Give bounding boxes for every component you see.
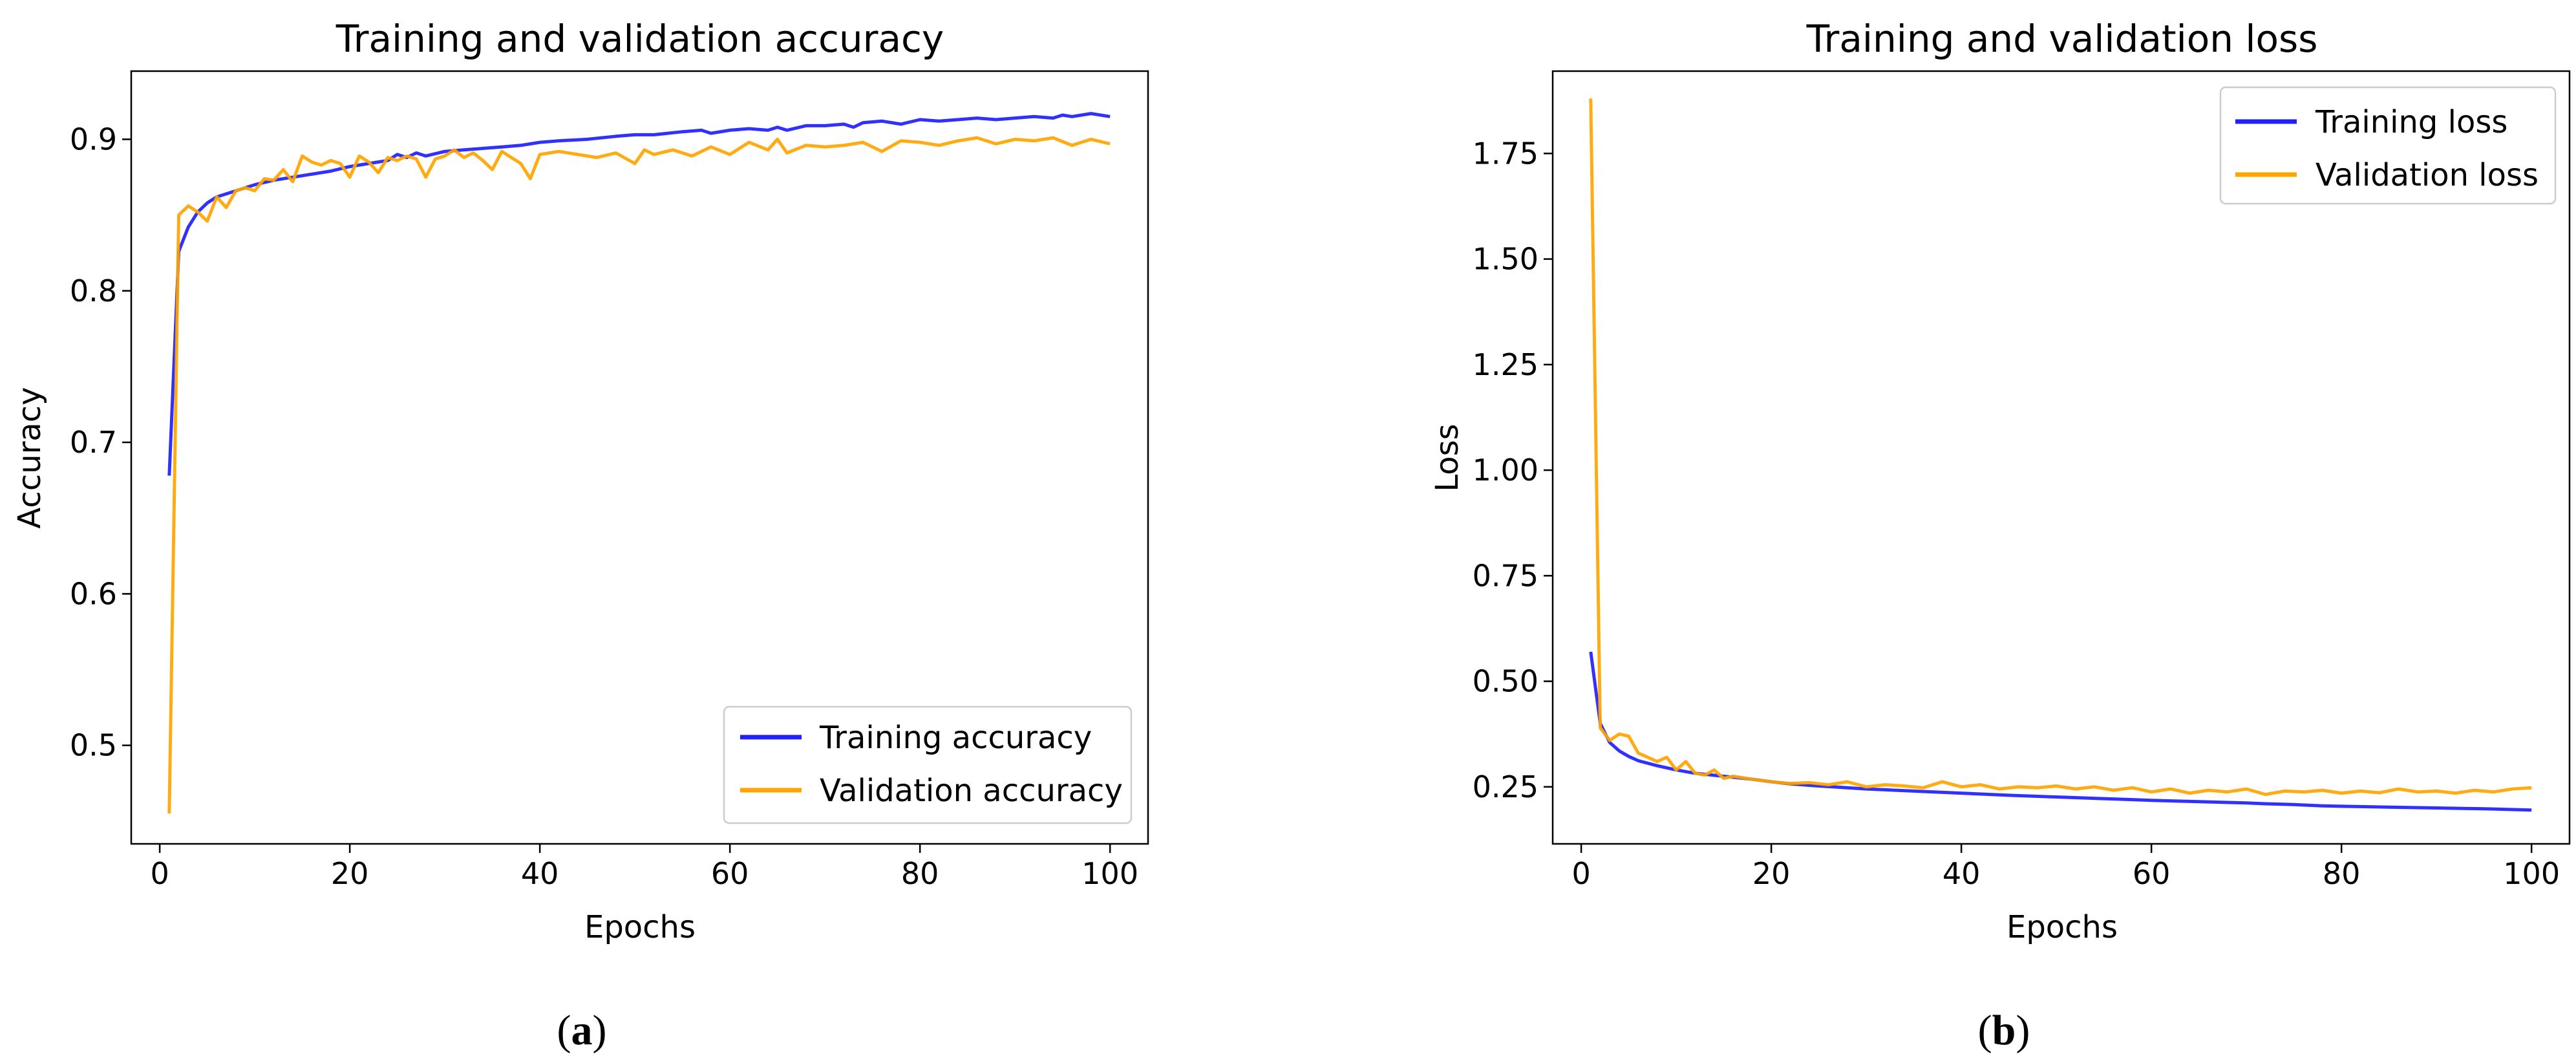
x-tick-label: 100 (2503, 856, 2560, 891)
plot-area-frame (130, 70, 1149, 845)
loss-chart-panel: Training and validation loss 0 20 40 60 80 10… (1429, 17, 2571, 1054)
x-tick-label: 60 (2133, 856, 2171, 891)
x-axis-ticks: 0 20 40 60 80 100 (150, 844, 1138, 891)
validation-series-line (1589, 98, 2532, 797)
y-tick-label: 1.25 (1473, 347, 1538, 382)
legend-box (723, 705, 1133, 824)
panel-caption: (a) (557, 1007, 607, 1054)
plot-area-frame (1551, 70, 2571, 845)
x-tick-label: 40 (521, 856, 559, 891)
caption-letter: b (1992, 1007, 2016, 1054)
validation-series-line (167, 136, 1111, 814)
y-tick-label: 0.75 (1473, 558, 1538, 593)
series-lines (167, 112, 1111, 814)
x-tick-label: 40 (1943, 856, 1981, 891)
caption-open-paren: ( (1978, 1007, 1992, 1054)
y-tick-label: 1.75 (1473, 136, 1538, 171)
training-series-line (167, 112, 1111, 476)
legend: Training loss Validation loss (2219, 86, 2557, 205)
legend-label-training: Training loss (2315, 104, 2507, 140)
y-tick-label: 0.6 (70, 576, 117, 611)
caption-close-paren: ) (593, 1007, 607, 1054)
panel-caption: (b) (1978, 1007, 2030, 1054)
x-tick-label: 60 (711, 856, 749, 891)
x-axis-label: Epochs (584, 909, 696, 945)
x-tick-label: 0 (1571, 856, 1590, 891)
y-tick-label: 0.9 (70, 122, 117, 156)
x-tick-label: 20 (331, 856, 369, 891)
y-tick-label: 0.5 (70, 728, 117, 763)
caption-close-paren: ) (2016, 1007, 2030, 1054)
y-tick-label: 1.50 (1473, 242, 1538, 277)
x-tick-label: 80 (901, 856, 939, 891)
y-tick-label: 0.7 (70, 425, 117, 460)
x-tick-label: 100 (1081, 856, 1138, 891)
chart-title: Training and validation loss (1806, 17, 2318, 61)
series-lines (1589, 98, 2532, 812)
legend: Training accuracy Validation accuracy (723, 705, 1133, 824)
legend-label-validation: Validation loss (2315, 157, 2539, 193)
y-axis-ticks: 0.25 0.50 0.75 1.00 1.25 1.50 1.75 (1473, 136, 1553, 804)
y-axis-label: Loss (1429, 424, 1465, 491)
y-tick-label: 1.00 (1473, 453, 1538, 488)
training-series-line (1589, 651, 2532, 812)
x-axis-ticks: 0 20 40 60 80 100 (1571, 844, 2560, 891)
y-tick-label: 0.8 (70, 274, 117, 308)
x-tick-label: 0 (150, 856, 169, 891)
caption-letter: a (571, 1007, 593, 1054)
y-tick-label: 0.25 (1473, 769, 1538, 804)
y-axis-ticks: 0.5 0.6 0.7 0.8 0.9 (70, 122, 131, 763)
chart-title: Training and validation accuracy (335, 17, 944, 61)
y-axis-label: Accuracy (12, 387, 48, 528)
x-tick-label: 20 (1752, 856, 1791, 891)
legend-label-validation: Validation accuracy (820, 773, 1123, 809)
legend-label-training: Training accuracy (819, 720, 1092, 756)
x-axis-label: Epochs (2007, 909, 2118, 945)
y-tick-label: 0.50 (1473, 664, 1538, 699)
caption-open-paren: ( (557, 1007, 571, 1054)
legend-box (2219, 86, 2557, 205)
accuracy-chart-panel: Training and validation accuracy 0 20 40 60… (12, 17, 1149, 1054)
x-tick-label: 80 (2323, 856, 2361, 891)
